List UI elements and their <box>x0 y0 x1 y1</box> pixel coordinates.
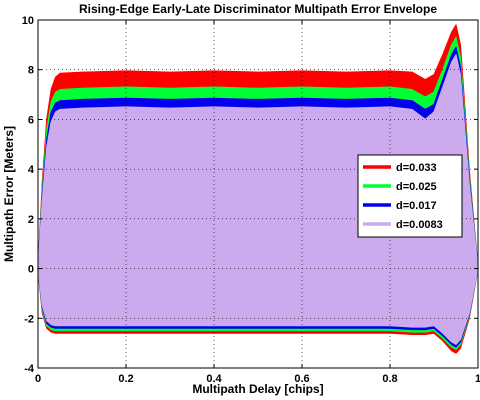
y-tick-label: -2 <box>24 313 34 325</box>
y-tick-label: -4 <box>24 363 35 375</box>
chart-title: Rising-Edge Early-Late Discriminator Mul… <box>79 2 437 16</box>
y-tick-label: 10 <box>22 15 34 27</box>
axes-frame <box>37 19 479 369</box>
x-tick-label: 0.8 <box>382 373 397 385</box>
legend-label-4: d=0.0083 <box>396 219 443 231</box>
x-axis-label: Multipath Delay [chips] <box>192 382 323 396</box>
envelope-areas <box>37 24 479 354</box>
y-axis-label: Multipath Error [Meters] <box>2 126 16 262</box>
x-tick-label: 0 <box>35 373 41 385</box>
grid-lines <box>38 20 478 368</box>
y-tick-label: 2 <box>28 214 34 226</box>
x-tick-label: 0.6 <box>294 373 309 385</box>
y-tick-label: 4 <box>28 164 35 176</box>
y-tick-label: 6 <box>28 114 34 126</box>
y-tick-labels: -4 -2 0 2 4 6 8 10 <box>22 15 35 375</box>
x-tick-label: 0.4 <box>206 373 222 385</box>
legend-label-2: d=0.025 <box>396 181 437 193</box>
x-tick-label: 0.2 <box>118 373 133 385</box>
y-tick-label: 8 <box>28 65 34 77</box>
legend: d=0.033 d=0.025 d=0.017 d=0.0083 <box>357 154 463 238</box>
x-tick-label: 1 <box>475 373 480 385</box>
legend-label-3: d=0.017 <box>396 200 437 212</box>
x-tick-labels: 0 0.2 0.4 0.6 0.8 1 <box>35 373 480 385</box>
plot-frame <box>37 19 479 369</box>
y-tick-label: 0 <box>28 264 34 276</box>
legend-label-1: d=0.033 <box>396 162 437 174</box>
